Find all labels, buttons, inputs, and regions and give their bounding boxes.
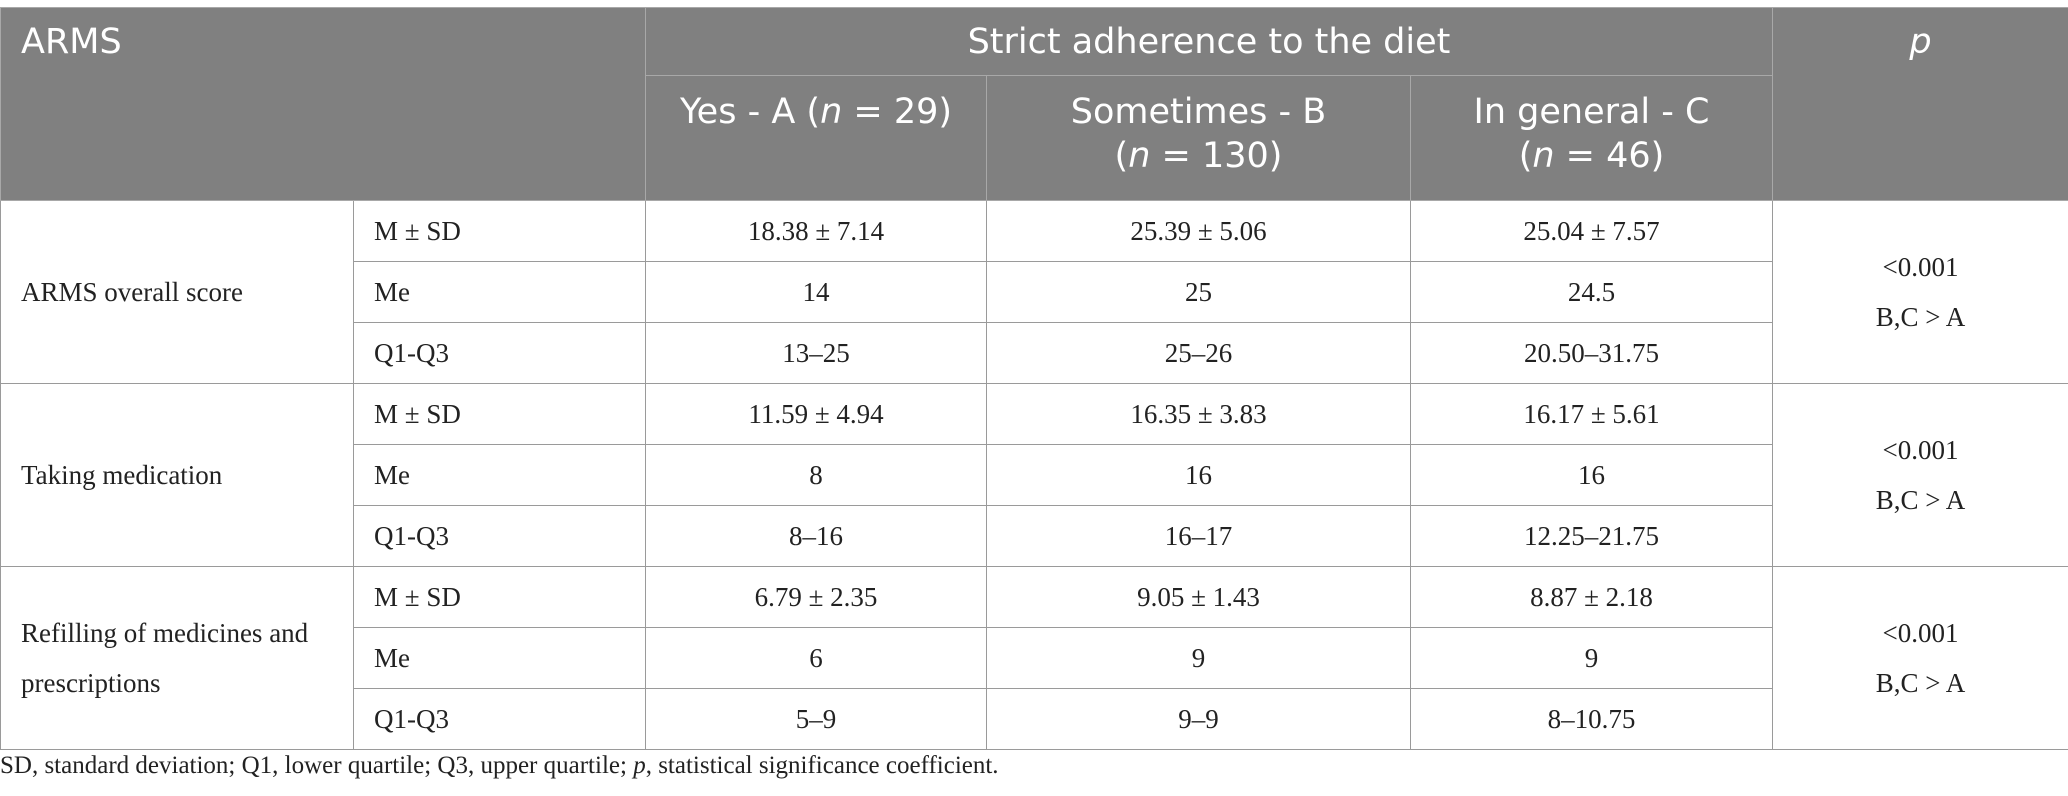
table-container: ARMS Strict adherence to the diet p Yes … [0, 7, 2068, 750]
p-value: <0.001 [1882, 435, 1959, 465]
header-strict-adherence: Strict adherence to the diet [645, 7, 1773, 76]
header-group-b: Sometimes - B (n = 130) [986, 75, 1411, 201]
value-b: 16–17 [986, 505, 1411, 567]
value-c: 24.5 [1410, 261, 1773, 323]
value-c: 8–10.75 [1410, 688, 1773, 750]
value-b: 9–9 [986, 688, 1411, 750]
p-comparison: B,C > A [1875, 302, 1966, 332]
table-body: ARMS overall score M ± SD 18.38 ± 7.14 2… [0, 200, 2068, 750]
value-b: 25 [986, 261, 1411, 323]
value-a: 13–25 [645, 322, 987, 384]
value-c: 16 [1410, 444, 1773, 506]
table-row: Me 8 16 16 [1, 444, 2068, 506]
stat-label: Me [353, 444, 646, 506]
table-row: Taking medication M ± SD 11.59 ± 4.94 16… [0, 383, 2068, 567]
table-footnote: SD, standard deviation; Q1, lower quarti… [0, 752, 999, 779]
value-b: 25.39 ± 5.06 [986, 200, 1411, 262]
table-row: ARMS overall score M ± SD 18.38 ± 7.14 2… [0, 200, 2068, 384]
value-a: 6.79 ± 2.35 [645, 566, 987, 628]
p-comparison: B,C > A [1875, 485, 1966, 515]
table-row: Refilling of medicines and prescriptions … [0, 566, 2068, 750]
value-c: 25.04 ± 7.57 [1410, 200, 1773, 262]
value-b: 9.05 ± 1.43 [986, 566, 1411, 628]
category-taking-medication: Taking medication [0, 383, 354, 567]
header-group-c: In general - C (n = 46) [1410, 75, 1773, 201]
value-a: 11.59 ± 4.94 [645, 383, 987, 445]
arms-table: ARMS Strict adherence to the diet p Yes … [0, 7, 2068, 750]
table-row: Me 6 9 9 [1, 627, 2068, 689]
p-cell: <0.001 B,C > A [1772, 383, 2068, 567]
value-a: 5–9 [645, 688, 987, 750]
stat-label: Me [353, 627, 646, 689]
value-b: 25–26 [986, 322, 1411, 384]
value-a: 8–16 [645, 505, 987, 567]
stat-label: Q1-Q3 [353, 505, 646, 567]
stat-label: M ± SD [353, 566, 646, 628]
p-value: <0.001 [1882, 618, 1959, 648]
category-overall-score: ARMS overall score [0, 200, 354, 384]
value-a: 8 [645, 444, 987, 506]
p-value: <0.001 [1882, 252, 1959, 282]
value-c: 20.50–31.75 [1410, 322, 1773, 384]
category-refilling: Refilling of medicines and prescriptions [0, 566, 354, 750]
p-cell: <0.001 B,C > A [1772, 566, 2068, 750]
stat-label: Q1-Q3 [353, 322, 646, 384]
value-c: 12.25–21.75 [1410, 505, 1773, 567]
value-b: 16.35 ± 3.83 [986, 383, 1411, 445]
value-a: 14 [645, 261, 987, 323]
value-b: 9 [986, 627, 1411, 689]
value-c: 8.87 ± 2.18 [1410, 566, 1773, 628]
value-c: 16.17 ± 5.61 [1410, 383, 1773, 445]
value-b: 16 [986, 444, 1411, 506]
table-header: ARMS Strict adherence to the diet p Yes … [0, 7, 2068, 201]
p-comparison: B,C > A [1875, 668, 1966, 698]
stat-label: M ± SD [353, 383, 646, 445]
value-a: 6 [645, 627, 987, 689]
p-cell: <0.001 B,C > A [1772, 200, 2068, 384]
header-arms: ARMS [0, 7, 646, 201]
table-row: Q1-Q3 5–9 9–9 8–10.75 [1, 688, 2068, 750]
header-group-a: Yes - A (n = 29) [645, 75, 987, 201]
value-c: 9 [1410, 627, 1773, 689]
stat-label: M ± SD [353, 200, 646, 262]
stat-label: Me [353, 261, 646, 323]
stat-label: Q1-Q3 [353, 688, 646, 750]
header-p: p [1772, 7, 2068, 201]
value-a: 18.38 ± 7.14 [645, 200, 987, 262]
